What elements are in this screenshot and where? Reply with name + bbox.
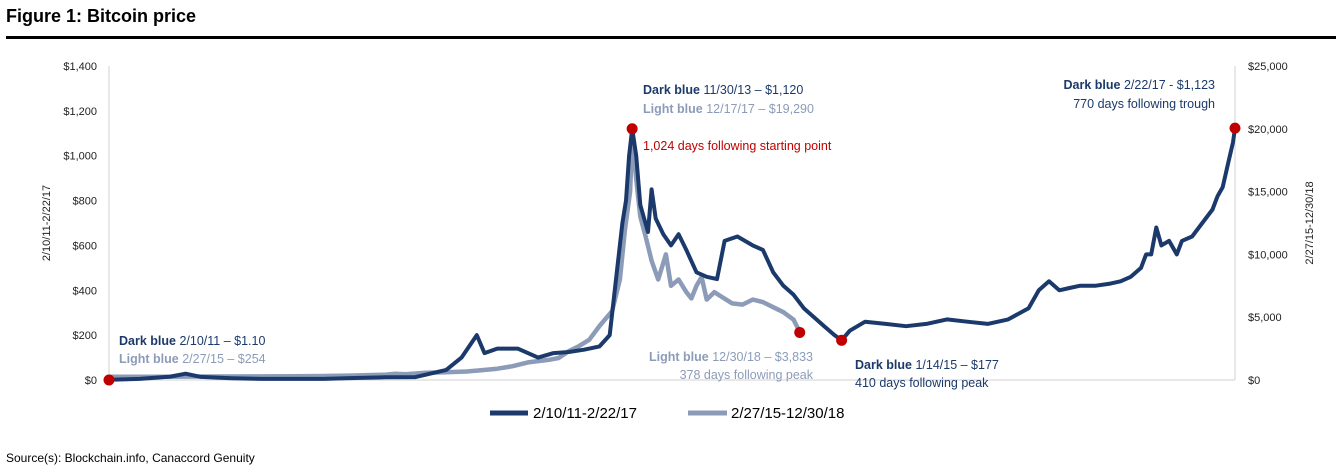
source-note: Source(s): Blockchain.info, Canaccord Ge… — [6, 451, 255, 465]
annotation-end-dark: Dark blue 2/22/17 - $1,123 — [1064, 78, 1216, 92]
title-rule — [6, 36, 1336, 39]
event-marker — [794, 326, 806, 338]
right-tick-label: $15,000 — [1248, 187, 1288, 199]
left-tick-label: $200 — [73, 330, 97, 342]
series-line-light-blue — [106, 135, 802, 380]
left-tick-label: $1,200 — [63, 106, 97, 118]
event-marker — [626, 123, 638, 135]
series-line-dark-blue — [107, 126, 1237, 382]
annotation-trough-dark: Dark blue 1/14/15 – $177 — [855, 358, 999, 372]
left-tick-label: $800 — [73, 196, 97, 208]
left-axis-title: 2/10/11-2/22/17 — [41, 185, 53, 261]
annotation-peak-days: 1,024 days following starting point — [643, 139, 832, 153]
legend-label-dark: 2/10/11-2/22/17 — [533, 405, 637, 422]
right-axis-title: 2/27/15-12/30/18 — [1304, 181, 1316, 264]
annotation-start-dark: Dark blue 2/10/11 – $1.10 — [119, 334, 265, 348]
right-tick-label: $5,000 — [1248, 312, 1282, 324]
figure-title: Figure 1: Bitcoin price — [6, 6, 197, 26]
right-tick-label: $10,000 — [1248, 249, 1288, 261]
left-tick-label: $0 — [85, 375, 97, 387]
right-tick-label: $25,000 — [1248, 61, 1288, 73]
annotation-trough-days: 410 days following peak — [855, 376, 989, 390]
event-marker — [103, 374, 115, 386]
event-marker — [1229, 122, 1241, 134]
right-tick-label: $0 — [1248, 375, 1260, 387]
left-axis-ticks: $0 $200 $400 $600 $800 $1,000 $1,200 $1,400 — [63, 61, 97, 387]
left-tick-label: $1,000 — [63, 151, 97, 163]
left-tick-label: $1,400 — [63, 61, 97, 73]
event-markers — [103, 122, 1241, 386]
event-marker — [836, 334, 848, 346]
annotation-start-light: Light blue 2/27/15 – $254 — [119, 352, 266, 366]
annotation-peak-dark: Dark blue 11/30/13 – $1,120 — [643, 83, 803, 97]
right-axis-ticks: $0 $5,000 $10,000 $15,000 $20,000 $25,000 — [1248, 61, 1288, 387]
annotation-end-dark-days: 770 days following trough — [1073, 97, 1215, 111]
annotation-end-light-days: 378 days following peak — [680, 368, 814, 382]
right-tick-label: $20,000 — [1248, 124, 1288, 136]
annotation-end-light: Light blue 12/30/18 – $3,833 — [649, 350, 813, 364]
left-tick-label: $600 — [73, 240, 97, 252]
legend-label-light: 2/27/15-12/30/18 — [731, 405, 844, 422]
left-tick-label: $400 — [73, 285, 97, 297]
legend: 2/10/11-2/22/17 2/27/15-12/30/18 — [490, 405, 844, 422]
annotation-peak-light: Light blue 12/17/17 – $19,290 — [643, 102, 814, 116]
